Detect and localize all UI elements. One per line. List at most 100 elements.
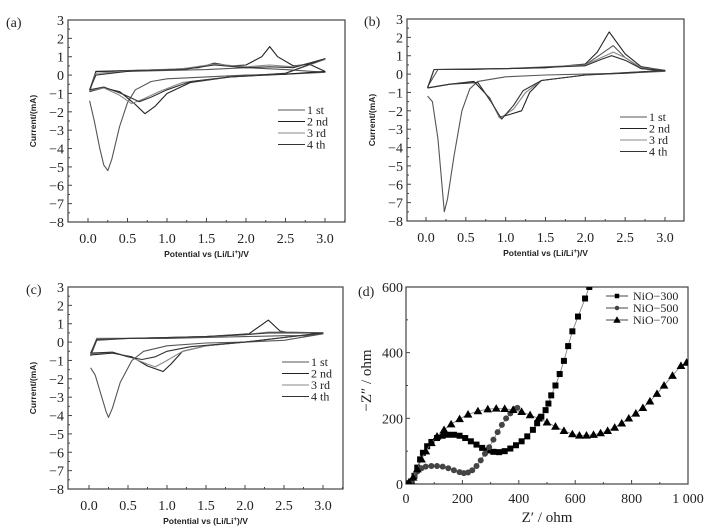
legend-label: 4 th xyxy=(307,138,325,152)
x-tick-label: 800 xyxy=(621,492,642,507)
panel-label: (d) xyxy=(358,285,375,300)
data-point-triangle xyxy=(682,358,688,366)
data-point-triangle xyxy=(455,414,464,423)
x-tick-label: 1.5 xyxy=(197,499,215,514)
data-point-square xyxy=(552,382,559,389)
data-point-square xyxy=(614,293,620,299)
y-axis-label: −Z″ / ohm xyxy=(359,349,375,412)
data-point-triangle xyxy=(432,432,442,440)
data-point-square xyxy=(575,313,582,320)
x-tick-label: 400 xyxy=(508,492,529,507)
data-point-square xyxy=(542,407,549,414)
cv-curve-4th xyxy=(427,55,666,120)
data-point-triangle xyxy=(412,464,422,473)
x-tick-label: 3.0 xyxy=(314,499,332,514)
series-NiO−300 xyxy=(406,287,593,484)
y-axis-label: Current/(mA) xyxy=(28,95,38,148)
y-tick-label: −1 xyxy=(388,86,403,101)
panel-c: (c) 3 2 1 0 −1 −2 −3 −4 −5 −6 −7 −8 0.0 0.5 1.0 1.5 2.0 2.… xyxy=(26,281,344,526)
panel-a: (a) 3 2 1 0 −1 −2 −3 −4 −5 −6 −7 −8 0.0 0.5 1.0 1.5 2.0 2.… xyxy=(6,14,346,259)
y-tick-label: 400 xyxy=(382,347,403,362)
legend-label: 2 nd xyxy=(311,367,332,381)
data-point-circle xyxy=(450,467,457,474)
x-tick-label: 200 xyxy=(452,492,473,507)
data-point-square xyxy=(439,432,446,439)
data-point-triangle xyxy=(631,409,641,417)
data-point-triangle xyxy=(652,389,662,397)
data-point-square xyxy=(456,432,463,439)
y-tick-label: −3 xyxy=(388,123,403,138)
y-tick-label: −1 xyxy=(49,354,64,369)
data-point-triangle xyxy=(542,417,552,426)
data-point-circle xyxy=(477,457,484,464)
y-tick-label: −4 xyxy=(388,142,403,157)
data-point-triangle xyxy=(517,407,526,415)
data-point-triangle xyxy=(534,413,543,422)
y-tick-label: −2 xyxy=(388,105,403,120)
x-tick-label: 2.5 xyxy=(277,232,295,247)
data-point-triangle xyxy=(617,418,627,427)
x-tick-label: 2.0 xyxy=(237,232,255,247)
data-point-circle xyxy=(445,465,452,472)
x-tick-label: 0.0 xyxy=(80,499,98,514)
y-tick-label: −5 xyxy=(49,428,64,443)
y-tick-label: 2 xyxy=(57,299,64,314)
data-point-triangle xyxy=(427,438,436,447)
y-axis-label: Current/(mA) xyxy=(367,94,377,147)
panel-d: (d) 0 200 400 600 0 200 400 600 800 1 000 Z′ / ohm −… xyxy=(358,281,704,526)
data-point-square xyxy=(507,445,514,452)
data-point-circle xyxy=(473,462,480,469)
y-tick-label: −6 xyxy=(49,446,64,461)
y-tick-label: −3 xyxy=(49,391,64,406)
y-tick-label: −5 xyxy=(49,161,64,176)
data-point-circle xyxy=(434,462,441,469)
x-tick-label: 0.0 xyxy=(79,232,97,247)
x-tick-label: 0.0 xyxy=(417,231,435,246)
data-point-circle xyxy=(514,404,521,411)
data-point-triangle xyxy=(645,396,655,405)
y-tick-label: 1 xyxy=(396,50,403,65)
y-tick-label: −7 xyxy=(49,465,64,480)
x-tick-label: 3.0 xyxy=(656,231,674,246)
data-point-square xyxy=(518,438,525,445)
data-point-triangle xyxy=(408,473,418,481)
data-point-triangle xyxy=(491,404,501,412)
cv-curve-1st xyxy=(89,67,326,172)
panel-b: (b) 3 2 1 0 −1 −2 −3 −4 −5 −6 −7 −8 0.0 0.5 1.0 1.5 2.0 2.… xyxy=(364,13,685,258)
y-tick-label: −4 xyxy=(49,410,64,425)
y-tick-label: 1 xyxy=(57,51,64,66)
y-tick-label: 3 xyxy=(57,14,64,29)
panel-label: (b) xyxy=(364,15,381,30)
data-point-triangle xyxy=(508,405,518,413)
x-axis-label: Potential vs (Li/Li+)/V xyxy=(164,249,249,259)
x-tick-label: 2.0 xyxy=(577,231,595,246)
data-point-circle xyxy=(486,444,493,451)
y-tick-label: −8 xyxy=(388,215,403,230)
x-axis-label: Potential vs (Li/Li+)/V xyxy=(163,516,248,526)
x-tick-label: 0 xyxy=(403,492,410,507)
legend-label: 2 nd xyxy=(649,122,670,136)
data-point-triangle xyxy=(589,430,598,438)
data-point-square xyxy=(450,431,457,438)
legend-label: 4 th xyxy=(311,390,329,404)
legend-label: NiO−300 xyxy=(633,289,678,303)
y-tick-label: 0 xyxy=(57,69,64,84)
plot-frame xyxy=(67,286,344,490)
legend-label: NiO−700 xyxy=(633,313,678,327)
data-point-square xyxy=(473,441,480,448)
data-point-circle xyxy=(503,415,510,422)
y-tick-label: −7 xyxy=(49,198,64,213)
y-tick-label: −2 xyxy=(49,106,64,121)
x-tick-label: 1 000 xyxy=(672,492,704,507)
y-tick-label: −5 xyxy=(388,160,403,175)
data-point-triangle xyxy=(610,423,620,431)
data-point-square xyxy=(462,435,469,442)
cv-curve-1st xyxy=(90,333,324,418)
data-point-square xyxy=(548,392,555,399)
data-point-circle xyxy=(439,463,446,470)
data-point-triangle xyxy=(582,431,591,439)
data-point-triangle xyxy=(668,371,677,379)
data-point-square xyxy=(479,444,486,451)
cv-curve-4th xyxy=(89,58,326,103)
